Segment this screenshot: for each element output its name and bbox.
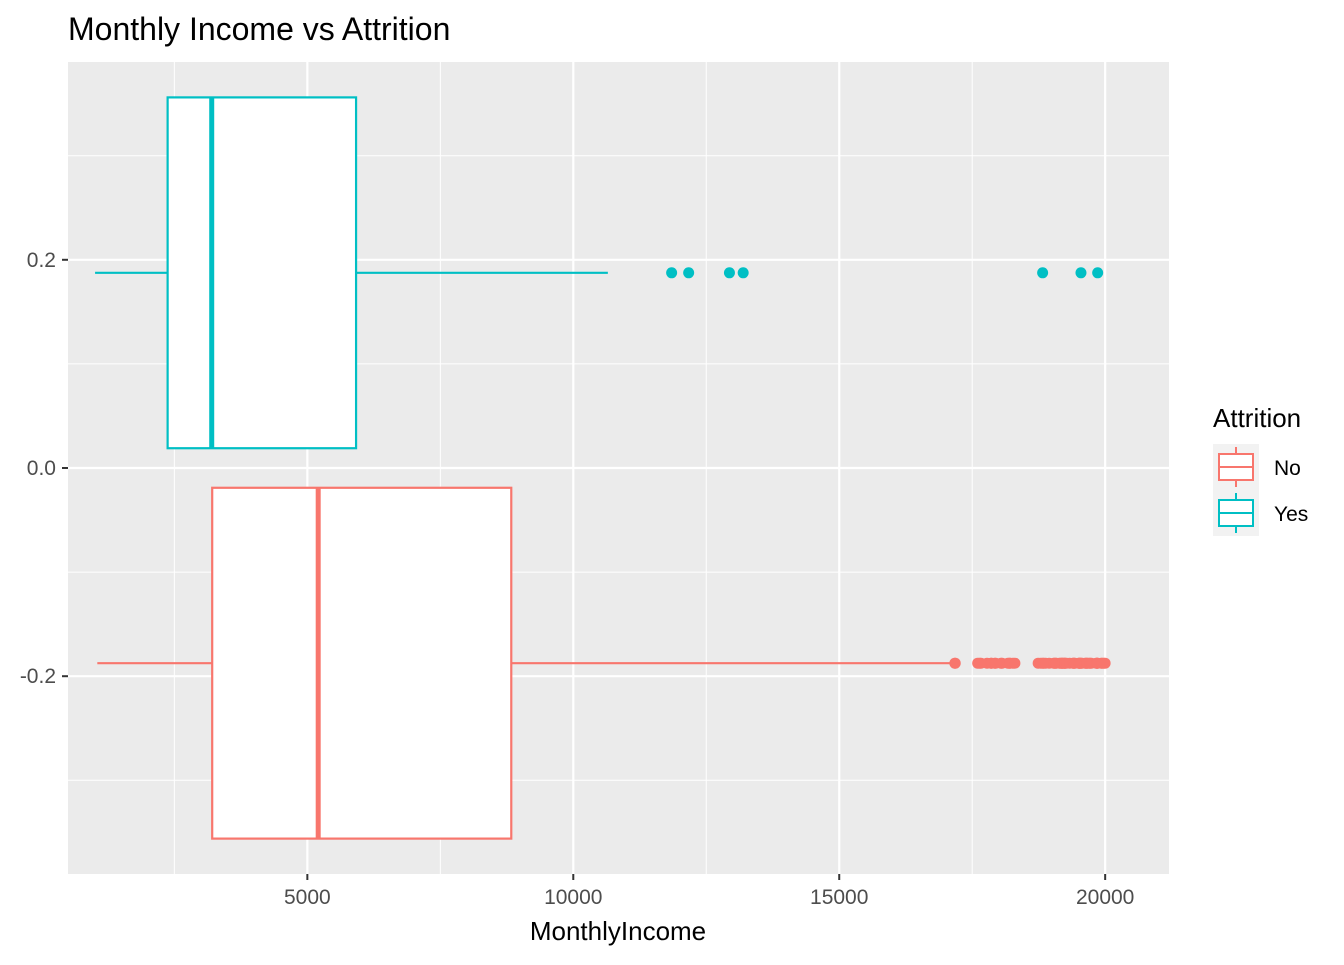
outlier-point-no <box>949 657 961 669</box>
outlier-point-yes <box>1075 267 1087 279</box>
y-tick-label: 0.2 <box>27 249 56 272</box>
outlier-point-no <box>1099 657 1111 669</box>
outlier-point-yes <box>737 267 749 279</box>
legend: Attrition No Yes <box>1213 403 1308 536</box>
legend-title: Attrition <box>1213 403 1301 433</box>
x-tick-label: 20000 <box>1076 886 1134 909</box>
y-axis: -0.2 0.0 0.2 <box>20 249 68 688</box>
legend-label-yes: Yes <box>1274 503 1308 526</box>
outlier-point-no <box>1009 657 1021 669</box>
box-no <box>211 486 513 840</box>
boxplots <box>95 96 1111 840</box>
outlier-point-yes <box>1037 267 1049 279</box>
legend-keys: No Yes <box>1213 444 1308 536</box>
outlier-point-yes <box>1092 267 1104 279</box>
x-tick-label: 10000 <box>544 886 602 909</box>
outlier-point-yes <box>666 267 678 279</box>
y-tick-label: 0.0 <box>27 457 56 480</box>
x-axis: 5000 10000 15000 20000 <box>284 874 1134 909</box>
outlier-point-yes <box>723 267 735 279</box>
x-axis-label: MonthlyIncome <box>530 916 706 946</box>
x-tick-label: 5000 <box>284 886 331 909</box>
x-tick-label: 15000 <box>810 886 868 909</box>
legend-label-no: No <box>1274 457 1301 480</box>
y-tick-label: -0.2 <box>20 665 56 688</box>
chart-title: Monthly Income vs Attrition <box>68 11 450 47</box>
outlier-point-yes <box>683 267 695 279</box>
box-yes <box>166 96 358 450</box>
